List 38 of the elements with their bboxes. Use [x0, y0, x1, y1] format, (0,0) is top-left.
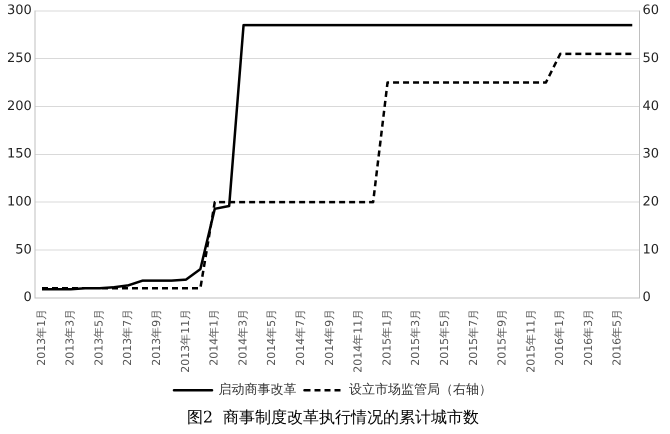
x-tick-label: 2013年1月 — [34, 308, 48, 366]
y-tick-label: 50 — [15, 242, 32, 258]
y2-tick-label: 0 — [642, 290, 651, 306]
x-tick-label: 2016年1月 — [553, 308, 566, 366]
x-tick-label: 2014年1月 — [208, 308, 221, 366]
x-tick-label: 2016年5月 — [610, 308, 624, 366]
y2-tick-label: 10 — [642, 242, 660, 258]
y-tick-label: 300 — [6, 3, 32, 18]
y-tick-label: 150 — [6, 146, 32, 162]
x-tick-label: 2014年7月 — [294, 308, 308, 366]
x-tick-label: 2013年7月 — [121, 308, 134, 366]
x-tick-label: 2014年5月 — [265, 308, 278, 366]
y2-tick-label: 60 — [642, 3, 660, 18]
text: 图2 商事制度改革执行情况的累计城市数 — [186, 408, 480, 427]
x-tick-label: 2014年9月 — [322, 308, 336, 366]
x-tick-label: 2013年3月 — [64, 308, 77, 366]
x-tick-label: 2013年9月 — [150, 308, 164, 366]
x-tick-label: 2015年9月 — [496, 308, 509, 366]
x-tick-label: 2015年7月 — [466, 308, 480, 366]
y-tick-label: 100 — [6, 194, 32, 210]
x-tick-label: 2016年3月 — [582, 308, 595, 366]
x-tick-label: 2014年11月 — [352, 308, 365, 373]
y2-tick-label: 50 — [642, 51, 660, 66]
x-tick-label: 2015年3月 — [409, 308, 422, 366]
y-tick-label: 0 — [24, 290, 32, 306]
x-tick-label: 2013年11月 — [178, 308, 192, 373]
x-tick-label: 2015年1月 — [380, 308, 394, 366]
y2-tick-label: 30 — [642, 146, 660, 162]
x-tick-label: 2014年3月 — [236, 308, 250, 366]
x-tick-label: 2015年5月 — [438, 308, 451, 366]
y-tick-label: 200 — [6, 98, 32, 114]
x-tick-label: 2013年5月 — [92, 308, 106, 366]
y2-tick-label: 20 — [642, 194, 660, 210]
legend-label: 设立市场监管局（右轴） — [349, 382, 492, 398]
legend-label: 启动商事改革 — [218, 382, 296, 398]
x-tick-label: 2015年11月 — [524, 308, 538, 373]
y-tick-label: 250 — [6, 51, 32, 66]
y2-tick-label: 40 — [642, 98, 660, 114]
